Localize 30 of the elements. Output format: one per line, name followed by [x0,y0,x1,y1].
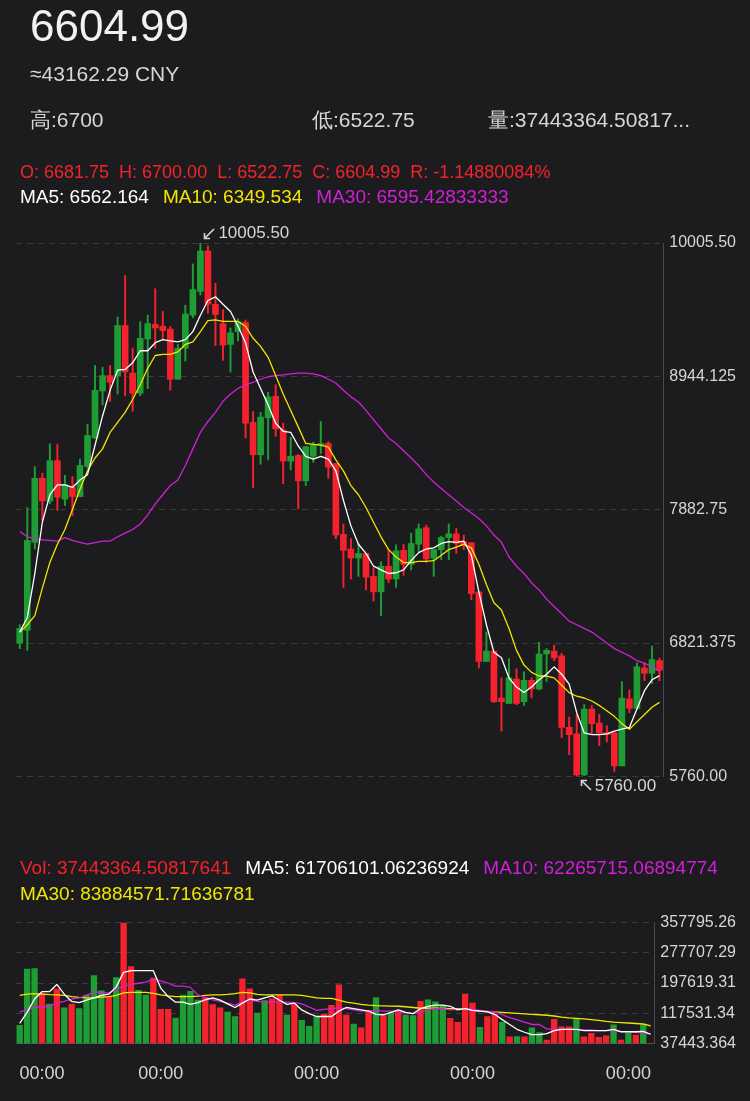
text: Vol: 37443364.50817641 [20,856,232,880]
text: MA10: 62265715.06894774 [483,856,718,880]
text: MA5: 61706101.06236924 [245,856,470,880]
y-tick-label: 117531.34 [660,1003,735,1021]
text: 6604.99 [30,0,191,52]
x-tick-label: 00:00 [19,1063,65,1084]
x-tick-label: 00:00 [138,1063,184,1084]
text: ≈43162.29 CNY [30,61,181,87]
y-tick-label: 357795.26 [660,913,737,931]
y-tick-label: 6821.375 [669,633,737,651]
chart-subtitle: O: 6681.75 H: 6700.00 L: 6522.75 C: 6604.99 R: -1.14880084% [19,161,552,184]
text: 高:6700 [30,107,105,133]
text: MA30: 83884571.71636781 [20,882,255,906]
y-tick-label: 5760.00 [669,766,728,784]
y-tick-label: 8944.125 [669,366,737,384]
x-tick-label: 00:00 [294,1063,340,1084]
x-tick-label: 00:00 [605,1063,651,1084]
y-tick-label: 10005.50 [669,233,737,251]
text: 量:37443364.50817... [488,107,691,133]
y-tick-label: 37443.364 [660,1033,737,1051]
y-tick-label: 197619.31 [660,973,737,991]
text: 低:6522.75 [312,107,416,133]
text: MA5: 6562.164 [20,185,149,209]
text: MA10: 6349.534 [162,185,303,209]
text: 10005.50 [218,222,290,242]
y-tick-label: 277707.29 [660,943,737,961]
x-tick-label: 00:00 [449,1063,496,1084]
annotation: 5760.00 [594,776,657,796]
y-tick-label: 7882.75 [669,500,728,518]
text: MA30: 6595.42833333 [316,185,509,209]
